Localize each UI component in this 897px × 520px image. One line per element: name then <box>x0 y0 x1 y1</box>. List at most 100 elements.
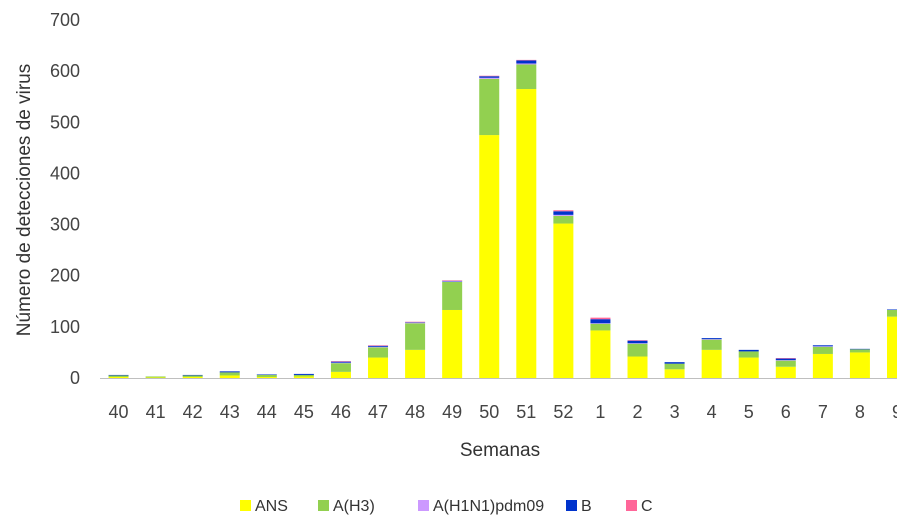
bar-segment <box>330 362 351 364</box>
legend-label: A(H3) <box>333 498 375 515</box>
x-tick-label: 1 <box>595 402 605 422</box>
bar-segment <box>219 375 240 378</box>
x-tick-label: 48 <box>405 402 425 422</box>
legend-swatch <box>626 500 637 511</box>
x-tick-label: 9 <box>892 402 897 422</box>
x-tick-label: 45 <box>294 402 314 422</box>
bar-segment <box>368 357 389 378</box>
bar-segment <box>627 343 648 357</box>
bar-segment <box>590 330 611 378</box>
bar-segment <box>812 345 833 347</box>
bar-segment <box>516 63 537 65</box>
bar-segment <box>442 309 463 378</box>
bar-segment <box>627 343 648 344</box>
bar-segment <box>293 374 314 377</box>
bar-segment <box>887 316 897 378</box>
x-tick-label: 4 <box>707 402 717 422</box>
x-tick-label: 46 <box>331 402 351 422</box>
x-tick-label: 44 <box>257 402 277 422</box>
legend-swatch <box>418 500 429 511</box>
x-tick-label: 49 <box>442 402 462 422</box>
legend: ANS A(H3) A(H1N1)pdm09 B C <box>240 498 653 515</box>
x-tick-label: 6 <box>781 402 791 422</box>
bar-segment <box>442 280 463 282</box>
y-tick-label: 600 <box>50 61 80 81</box>
bar-segment <box>738 349 759 352</box>
bar-segment <box>442 281 463 282</box>
y-tick-label: 0 <box>70 368 80 388</box>
bar-segment <box>479 77 500 79</box>
bar-segment <box>108 376 129 378</box>
bar-segment <box>775 360 796 367</box>
x-tick-label: 43 <box>220 402 240 422</box>
x-tick-label: 40 <box>109 402 129 422</box>
bar-segment <box>516 60 537 64</box>
bar-segment <box>701 349 722 378</box>
bar-segment <box>479 78 500 136</box>
bar-segment <box>590 317 611 320</box>
bar-segment <box>219 371 240 373</box>
bar-segment <box>330 361 351 363</box>
x-tick-label: 52 <box>553 402 573 422</box>
bar-segment <box>479 75 500 77</box>
bar-segment <box>442 280 463 281</box>
bar-segment <box>553 211 574 215</box>
bars-group <box>108 59 897 379</box>
bar-segment <box>405 322 426 324</box>
x-axis-title: Semanas <box>460 440 540 461</box>
bar-segment <box>738 351 759 358</box>
bar-segment <box>849 349 870 353</box>
bar-segment <box>590 323 611 331</box>
bar-segment <box>256 376 277 378</box>
bar-segment <box>516 89 537 379</box>
y-tick-label: 500 <box>50 112 80 132</box>
bar-segment <box>108 374 129 376</box>
bar-segment <box>812 346 833 354</box>
x-tick-label: 47 <box>368 402 388 422</box>
y-tick-label: 200 <box>50 266 80 286</box>
bar-segment <box>405 322 426 323</box>
bar-segment <box>330 361 351 362</box>
legend-swatch <box>240 500 251 511</box>
bar-segment <box>219 372 240 376</box>
x-axis-ticks: 40414243444546474849505152123456789 <box>109 402 897 422</box>
bar-segment <box>590 319 611 324</box>
bar-segment <box>553 210 574 212</box>
y-tick-label: 400 <box>50 163 80 183</box>
bar-segment <box>293 373 314 375</box>
bar-segment <box>701 339 722 350</box>
bar-segment <box>108 375 129 377</box>
legend-label: ANS <box>255 498 288 515</box>
x-tick-label: 2 <box>633 402 643 422</box>
bar-segment <box>293 376 314 378</box>
bar-segment <box>256 374 277 377</box>
bar-segment <box>775 358 796 359</box>
bar-segment <box>849 352 870 378</box>
legend-swatch <box>566 500 577 511</box>
bar-segment <box>442 281 463 310</box>
legend-label: C <box>641 498 653 515</box>
bar-segment <box>479 135 500 378</box>
x-tick-label: 7 <box>818 402 828 422</box>
x-tick-label: 5 <box>744 402 754 422</box>
bar-segment <box>627 340 648 344</box>
bar-segment <box>627 340 648 341</box>
bar-segment <box>368 347 389 358</box>
bar-segment <box>887 309 897 310</box>
bar-segment <box>664 369 685 378</box>
bar-segment <box>812 353 833 378</box>
bar-segment <box>775 366 796 378</box>
legend-swatch <box>318 500 329 511</box>
bar-segment <box>145 377 166 378</box>
y-tick-label: 100 <box>50 317 80 337</box>
x-tick-label: 8 <box>855 402 865 422</box>
bar-segment <box>256 374 277 375</box>
bar-segment <box>182 374 203 376</box>
bar-segment <box>590 323 611 324</box>
bar-segment <box>849 348 870 350</box>
y-axis-title: Número de detecciones de virus <box>14 64 35 336</box>
bar-segment <box>405 323 426 350</box>
bar-segment <box>145 376 166 378</box>
bar-segment <box>405 349 426 378</box>
x-tick-label: 42 <box>183 402 203 422</box>
